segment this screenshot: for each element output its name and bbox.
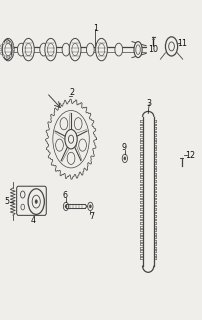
Ellipse shape (114, 43, 122, 56)
Circle shape (87, 202, 93, 211)
Circle shape (32, 195, 40, 208)
FancyBboxPatch shape (17, 186, 46, 215)
Text: 11: 11 (176, 39, 186, 48)
Ellipse shape (95, 38, 107, 61)
Ellipse shape (60, 118, 67, 130)
Ellipse shape (0, 52, 2, 54)
Ellipse shape (17, 43, 25, 56)
Text: 7: 7 (89, 212, 95, 221)
Ellipse shape (0, 45, 2, 47)
Ellipse shape (22, 38, 34, 61)
Ellipse shape (74, 118, 82, 130)
Text: 5: 5 (4, 197, 9, 206)
Ellipse shape (3, 55, 5, 57)
Text: 4: 4 (31, 216, 36, 225)
Circle shape (20, 191, 25, 198)
Ellipse shape (9, 42, 11, 44)
Circle shape (89, 205, 91, 208)
Text: 6: 6 (62, 191, 67, 200)
Ellipse shape (2, 40, 12, 60)
Ellipse shape (9, 55, 11, 57)
Circle shape (65, 130, 77, 149)
Circle shape (63, 202, 68, 211)
Text: 1: 1 (93, 24, 97, 33)
Ellipse shape (62, 43, 69, 56)
Circle shape (165, 37, 177, 56)
Ellipse shape (12, 45, 14, 47)
Ellipse shape (40, 43, 47, 56)
Ellipse shape (13, 48, 15, 51)
Ellipse shape (0, 48, 1, 51)
Ellipse shape (3, 42, 5, 44)
Ellipse shape (2, 38, 14, 61)
Circle shape (65, 205, 67, 208)
Ellipse shape (55, 139, 63, 151)
Circle shape (21, 204, 24, 210)
Text: 12: 12 (184, 151, 194, 160)
Text: 9: 9 (121, 143, 126, 152)
Text: 3: 3 (146, 100, 151, 108)
Circle shape (35, 200, 37, 204)
Circle shape (123, 157, 125, 160)
Ellipse shape (67, 152, 75, 164)
Circle shape (168, 42, 174, 51)
Circle shape (28, 189, 44, 214)
Polygon shape (45, 99, 96, 179)
Ellipse shape (12, 52, 14, 54)
Ellipse shape (133, 42, 141, 58)
Circle shape (122, 154, 127, 163)
Circle shape (53, 110, 89, 168)
Text: 10: 10 (147, 45, 157, 54)
Ellipse shape (45, 38, 56, 61)
Ellipse shape (6, 41, 8, 43)
Ellipse shape (69, 38, 81, 61)
Ellipse shape (86, 43, 94, 56)
Ellipse shape (6, 56, 8, 58)
Text: 2: 2 (69, 88, 74, 97)
Ellipse shape (78, 139, 86, 151)
